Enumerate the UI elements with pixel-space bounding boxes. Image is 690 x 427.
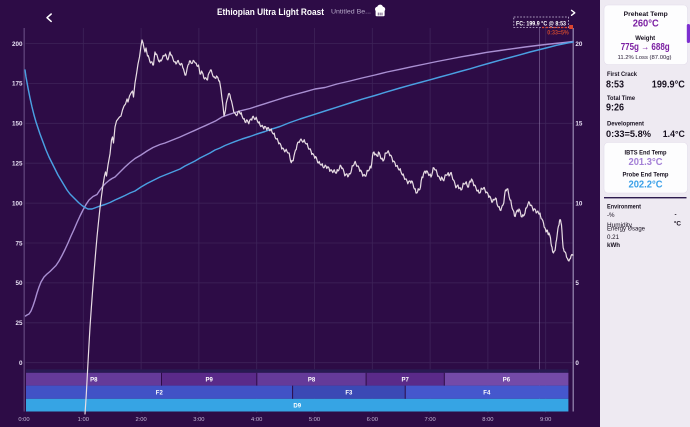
svg-text:0.21: 0.21 bbox=[607, 234, 620, 241]
svg-text:0:33=5.8%: 0:33=5.8% bbox=[606, 129, 652, 140]
svg-text:5:00: 5:00 bbox=[309, 417, 320, 423]
svg-text:Weight: Weight bbox=[635, 35, 656, 42]
svg-text:First Crack: First Crack bbox=[607, 71, 637, 78]
svg-text:1:00: 1:00 bbox=[78, 417, 89, 423]
svg-text:3:00: 3:00 bbox=[193, 417, 204, 423]
svg-text:6:00: 6:00 bbox=[367, 417, 378, 423]
svg-text:202.2°C: 202.2°C bbox=[629, 178, 663, 190]
svg-text:4:00: 4:00 bbox=[251, 417, 262, 423]
svg-text:200: 200 bbox=[12, 41, 23, 48]
svg-text:Preheat Temp: Preheat Temp bbox=[624, 11, 668, 18]
svg-text:P6: P6 bbox=[503, 378, 511, 384]
svg-text:25: 25 bbox=[15, 320, 23, 327]
svg-text:Probe End Temp: Probe End Temp bbox=[623, 172, 669, 179]
svg-text:Development: Development bbox=[607, 121, 645, 128]
svg-text:8:00: 8:00 bbox=[482, 417, 493, 423]
svg-text:9:26: 9:26 bbox=[606, 103, 624, 114]
svg-text:kWh: kWh bbox=[607, 242, 620, 249]
svg-text:F4: F4 bbox=[483, 391, 491, 397]
svg-text:100: 100 bbox=[12, 200, 23, 207]
svg-text:Energy Usage: Energy Usage bbox=[607, 226, 646, 233]
svg-text:Ethiopian Ultra Light Roast: Ethiopian Ultra Light Roast bbox=[217, 7, 324, 17]
svg-text:15: 15 bbox=[575, 121, 583, 128]
svg-text:5: 5 bbox=[575, 280, 579, 287]
svg-text:Untitled Be...: Untitled Be... bbox=[331, 8, 371, 15]
svg-text:20: 20 bbox=[575, 41, 583, 48]
svg-text:0:00: 0:00 bbox=[18, 417, 29, 423]
svg-text:1.4°C: 1.4°C bbox=[663, 129, 685, 140]
svg-text:F3: F3 bbox=[345, 391, 353, 397]
svg-text:7:00: 7:00 bbox=[424, 417, 435, 423]
svg-text:0:33=5%: 0:33=5% bbox=[547, 30, 569, 37]
svg-text:D9: D9 bbox=[293, 404, 301, 410]
svg-text:9:00: 9:00 bbox=[540, 417, 551, 423]
svg-text:-: - bbox=[674, 211, 676, 218]
svg-text:°C: °C bbox=[674, 220, 682, 228]
svg-text:775g → 688g: 775g → 688g bbox=[621, 42, 670, 53]
svg-text:75: 75 bbox=[15, 240, 23, 247]
svg-text:P7: P7 bbox=[402, 378, 410, 384]
svg-text:IBTS End Temp: IBTS End Temp bbox=[625, 150, 667, 157]
svg-text:FC: 199.9 °C @ 8:53: FC: 199.9 °C @ 8:53 bbox=[516, 19, 566, 27]
svg-text:F2: F2 bbox=[156, 391, 164, 397]
svg-text:150: 150 bbox=[12, 121, 23, 128]
svg-text:-%: -% bbox=[607, 212, 615, 219]
svg-text:8:53: 8:53 bbox=[606, 80, 624, 91]
svg-text:P8: P8 bbox=[308, 378, 316, 384]
svg-text:0: 0 bbox=[575, 360, 579, 367]
svg-text:175: 175 bbox=[12, 81, 23, 88]
svg-text:P9: P9 bbox=[206, 378, 214, 384]
svg-text:2:00: 2:00 bbox=[135, 417, 146, 423]
svg-text:125: 125 bbox=[12, 161, 23, 168]
svg-text:P8: P8 bbox=[90, 378, 98, 384]
svg-text:260°C: 260°C bbox=[633, 19, 659, 30]
svg-text:11.2% Loss (87.00g): 11.2% Loss (87.00g) bbox=[618, 55, 672, 61]
svg-text:0: 0 bbox=[19, 360, 23, 367]
svg-text:50: 50 bbox=[15, 280, 23, 287]
svg-text:Humidity: Humidity bbox=[607, 222, 633, 229]
svg-text:199.9°C: 199.9°C bbox=[652, 80, 685, 91]
svg-text:10: 10 bbox=[575, 200, 583, 207]
svg-text:Environment: Environment bbox=[607, 203, 641, 210]
svg-text:Total Time: Total Time bbox=[607, 95, 635, 102]
svg-text:201.3°C: 201.3°C bbox=[629, 156, 663, 168]
